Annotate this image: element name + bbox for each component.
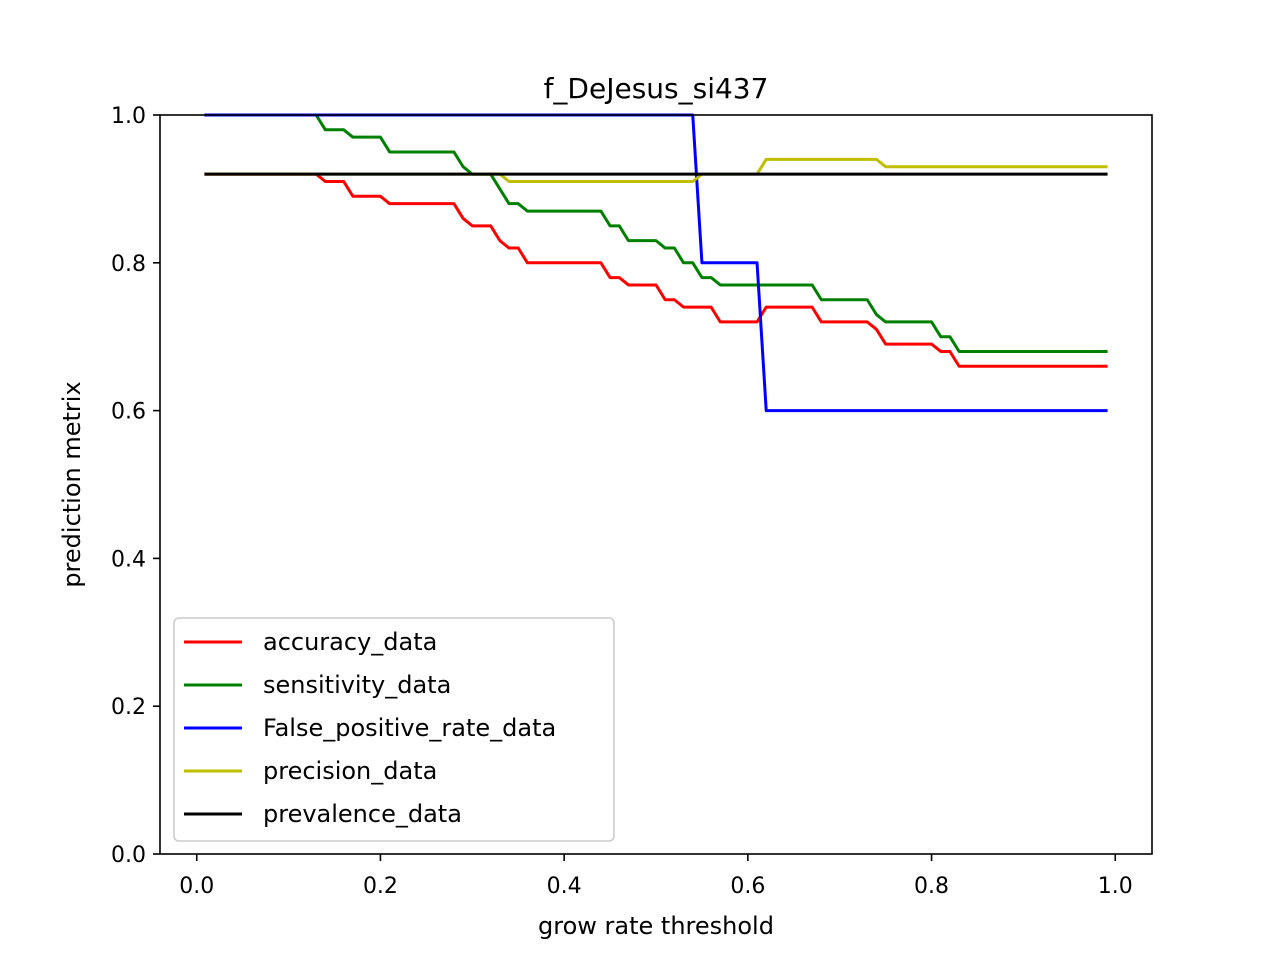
legend-label: accuracy_data <box>263 628 437 656</box>
y-tick-label: 0.2 <box>111 695 146 720</box>
y-tick-label: 0.8 <box>111 252 146 277</box>
axes-frame <box>159 114 1153 855</box>
legend-item: prevalence_data <box>184 800 462 828</box>
legend-label: sensitivity_data <box>263 671 451 699</box>
y-axis-title: prediction metrix <box>58 381 86 587</box>
y-axis: 0.0 0.2 0.4 0.6 0.8 1.0 <box>111 104 160 868</box>
y-tick-label: 0.6 <box>111 400 146 425</box>
x-tick-label: 0.2 <box>363 874 398 899</box>
legend-label: precision_data <box>263 757 437 785</box>
series-line-sensitivity_data <box>204 113 1108 353</box>
y-tick-label: 0.0 <box>111 843 146 868</box>
y-tick-label: 0.4 <box>111 547 146 572</box>
legend-item: False_positive_rate_data <box>184 714 556 742</box>
x-tick-label: 0.6 <box>730 874 765 899</box>
x-tick-label: 0.8 <box>914 874 949 899</box>
legend-frame <box>173 617 615 842</box>
x-tick-label: 1.0 <box>1098 874 1133 899</box>
x-tick-label: 0.0 <box>179 874 214 899</box>
x-axis-title: grow rate threshold <box>538 912 774 940</box>
legend-item: precision_data <box>184 757 437 785</box>
chart-title: f_DeJesus_si437 <box>544 72 769 105</box>
x-tick-label: 0.4 <box>547 874 582 899</box>
y-tick-label: 1.0 <box>111 104 146 129</box>
x-axis: 0.0 0.2 0.4 0.6 0.8 1.0 <box>179 854 1133 899</box>
legend-item: accuracy_data <box>184 628 437 656</box>
legend-label: prevalence_data <box>263 800 462 828</box>
legend-item: sensitivity_data <box>184 671 451 699</box>
series-line-accuracy_data <box>204 172 1108 368</box>
legend-label: False_positive_rate_data <box>263 714 556 742</box>
legend: accuracy_data sensitivity_data False_posit… <box>173 617 615 842</box>
